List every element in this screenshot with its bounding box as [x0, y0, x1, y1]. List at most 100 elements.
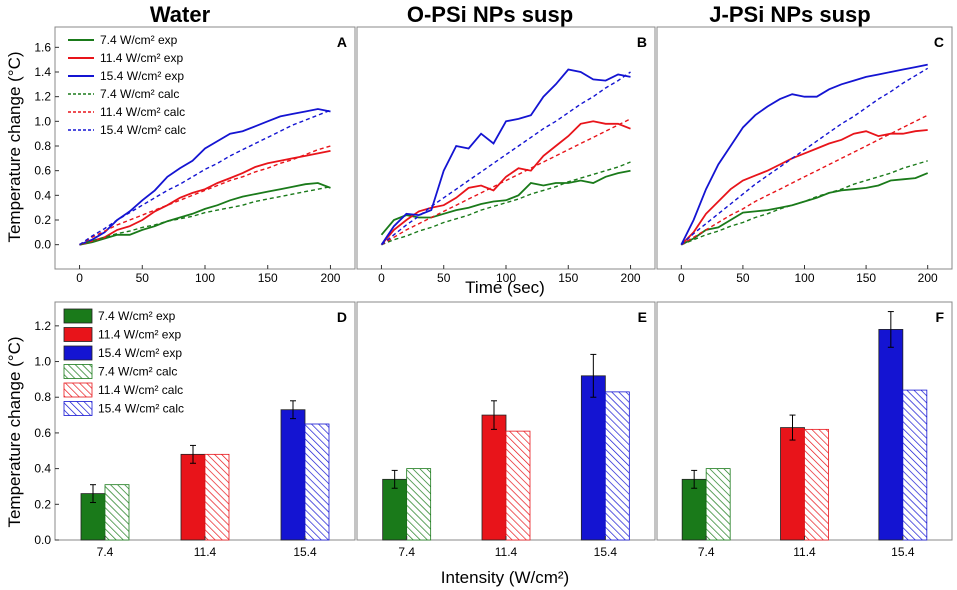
- legend-top-label: 7.4 W/cm² calc: [100, 87, 179, 101]
- x-tick-label: 15.4: [594, 545, 618, 559]
- legend-bottom-label: 15.4 W/cm² exp: [98, 346, 182, 360]
- legend-top-label: 11.4 W/cm² exp: [100, 51, 183, 65]
- series-line-11-4-w-cm-exp-B: [380, 120, 631, 246]
- legend-top-label: 15.4 W/cm² calc: [100, 123, 186, 137]
- panel-letter-F: F: [935, 309, 944, 325]
- y-tick-label: 1.4: [34, 65, 51, 79]
- x-tick-label: 150: [558, 271, 578, 285]
- y-tick-label: 0.8: [34, 139, 51, 153]
- x-tick-label: 0: [678, 271, 685, 285]
- series-line-7-4-w-cm-exp-A: [79, 182, 331, 246]
- bar-calc-11.4: [505, 430, 531, 541]
- bar-calc-7.4: [705, 468, 731, 541]
- bar-calc-15.4: [304, 423, 330, 541]
- y-tick-label: 1.2: [34, 90, 51, 104]
- series-line-15-4-w-cm-exp-C: [680, 63, 928, 246]
- x-tick-label: 200: [320, 271, 340, 285]
- x-tick-label: 7.4: [398, 545, 415, 559]
- legend-bottom-label: 7.4 W/cm² calc: [98, 365, 177, 379]
- x-tick-label: 150: [258, 271, 278, 285]
- panel-letter-C: C: [934, 34, 944, 50]
- bar-panel-D: D 0.0 0.2 0.4 0.6 0.8 1.0 1.2 7.4 11.4 15.4: [34, 301, 356, 559]
- y-tick-label: 1.0: [34, 355, 51, 369]
- line-panel-A: A 0 50 100 150 200 0.0 0.2 0.4 0.6 0.8 1.0 1.2 1.4 1.6: [34, 26, 356, 285]
- bar-calc-11.4: [804, 428, 829, 541]
- y-tick-label: 0.4: [34, 188, 51, 202]
- y-tick-label: 0.4: [34, 462, 51, 476]
- legend-bottom-swatch: [63, 364, 93, 379]
- top-x-axis-label: Time (sec): [465, 278, 545, 297]
- x-tick-label: 7.4: [698, 545, 715, 559]
- bar-calc-15.4: [604, 391, 630, 541]
- y-tick-label: 1.2: [34, 319, 51, 333]
- legend-bottom-label: 7.4 W/cm² exp: [98, 309, 176, 323]
- bar-exp-15.4: [280, 409, 306, 541]
- legend-top-label: 15.4 W/cm² exp: [100, 69, 184, 83]
- x-tick-label: 15.4: [891, 545, 915, 559]
- x-tick-label: 7.4: [97, 545, 114, 559]
- bar-panel-E: E 7.4 11.4 15.4: [356, 301, 656, 559]
- series-line-15-4-w-cm-calc-B: [381, 71, 631, 246]
- series-line-7-4-w-cm-calc-B: [381, 161, 631, 246]
- legend-bottom-swatch: [63, 382, 93, 398]
- bar-exp-15.4: [878, 329, 904, 541]
- series-line-7-4-w-cm-exp-C: [680, 172, 929, 246]
- title-opsi: O-PSi NPs susp: [407, 2, 573, 27]
- y-tick-label: 0.6: [34, 164, 51, 178]
- y-tick-label: 0.0: [34, 238, 51, 252]
- x-tick-label: 0: [378, 271, 385, 285]
- series-line-11-4-w-cm-calc-B: [381, 118, 631, 246]
- bottom-x-axis-label: Intensity (W/cm²): [441, 568, 569, 587]
- bar-calc-11.4: [204, 453, 230, 541]
- y-tick-label: 0.2: [34, 497, 51, 511]
- legend-bottom-swatch: [63, 308, 93, 324]
- x-tick-label: 11.4: [495, 545, 518, 559]
- panel-letter-E: E: [638, 309, 647, 325]
- x-tick-label: 100: [496, 271, 516, 285]
- title-jpsi: J-PSi NPs susp: [709, 2, 870, 27]
- bar-panel-F: F 7.4 11.4 15.4: [656, 301, 953, 559]
- series-line-15-4-w-cm-calc-A: [79, 109, 331, 246]
- panel-letter-D: D: [337, 309, 347, 325]
- legend-top: 7.4 W/cm² exp 11.4 W/cm² exp 15.4 W/cm² ex…: [68, 33, 186, 137]
- y-tick-label: 1.0: [34, 114, 51, 128]
- bar-exp-11.4: [780, 427, 805, 541]
- x-tick-label: 200: [918, 271, 938, 285]
- bottom-y-axis-label: Temperature change (°C): [5, 336, 24, 527]
- series-line-11-4-w-cm-exp-A: [79, 150, 331, 246]
- x-tick-label: 15.4: [293, 545, 317, 559]
- series-line-15-4-w-cm-exp-B: [380, 68, 631, 246]
- line-panel-B: B 0 50 100 150 200: [356, 26, 656, 285]
- legend-bottom-label: 11.4 W/cm² exp: [98, 328, 181, 342]
- series-line-11-4-w-cm-exp-C: [680, 129, 928, 246]
- series-line-7-4-w-cm-calc-C: [681, 160, 928, 246]
- bar-calc-7.4: [406, 468, 432, 541]
- x-tick-label: 11.4: [194, 545, 217, 559]
- x-tick-label: 50: [437, 271, 451, 285]
- legend-bottom: 7.4 W/cm² exp 11.4 W/cm² exp 15.4 W/cm² ex…: [63, 308, 184, 416]
- bar-calc-7.4: [104, 484, 130, 541]
- legend-bottom-swatch: [63, 401, 93, 416]
- legend-bottom-label: 11.4 W/cm² calc: [98, 383, 183, 397]
- bar-exp-11.4: [481, 414, 507, 541]
- y-tick-label: 0.8: [34, 390, 51, 404]
- bar-exp-11.4: [180, 453, 206, 541]
- series-line-11-4-w-cm-calc-C: [680, 114, 929, 246]
- x-tick-label: 50: [136, 271, 150, 285]
- y-tick-label: 0.6: [34, 426, 51, 440]
- bar-calc-15.4: [902, 389, 928, 541]
- legend-bottom-swatch: [63, 327, 93, 342]
- x-tick-label: 100: [195, 271, 215, 285]
- x-tick-label: 150: [856, 271, 876, 285]
- legend-bottom-label: 15.4 W/cm² calc: [98, 402, 184, 416]
- y-tick-label: 1.6: [34, 40, 51, 54]
- top-y-axis-label: Temperature change (°C): [5, 51, 24, 242]
- bar-exp-7.4: [681, 478, 707, 541]
- panel-letter-B: B: [637, 34, 647, 50]
- title-water: Water: [150, 2, 211, 27]
- series-line-7-4-w-cm-exp-B: [380, 169, 631, 236]
- panel-letter-A: A: [337, 34, 347, 50]
- legend-top-label: 11.4 W/cm² calc: [100, 105, 185, 119]
- x-tick-label: 11.4: [793, 545, 816, 559]
